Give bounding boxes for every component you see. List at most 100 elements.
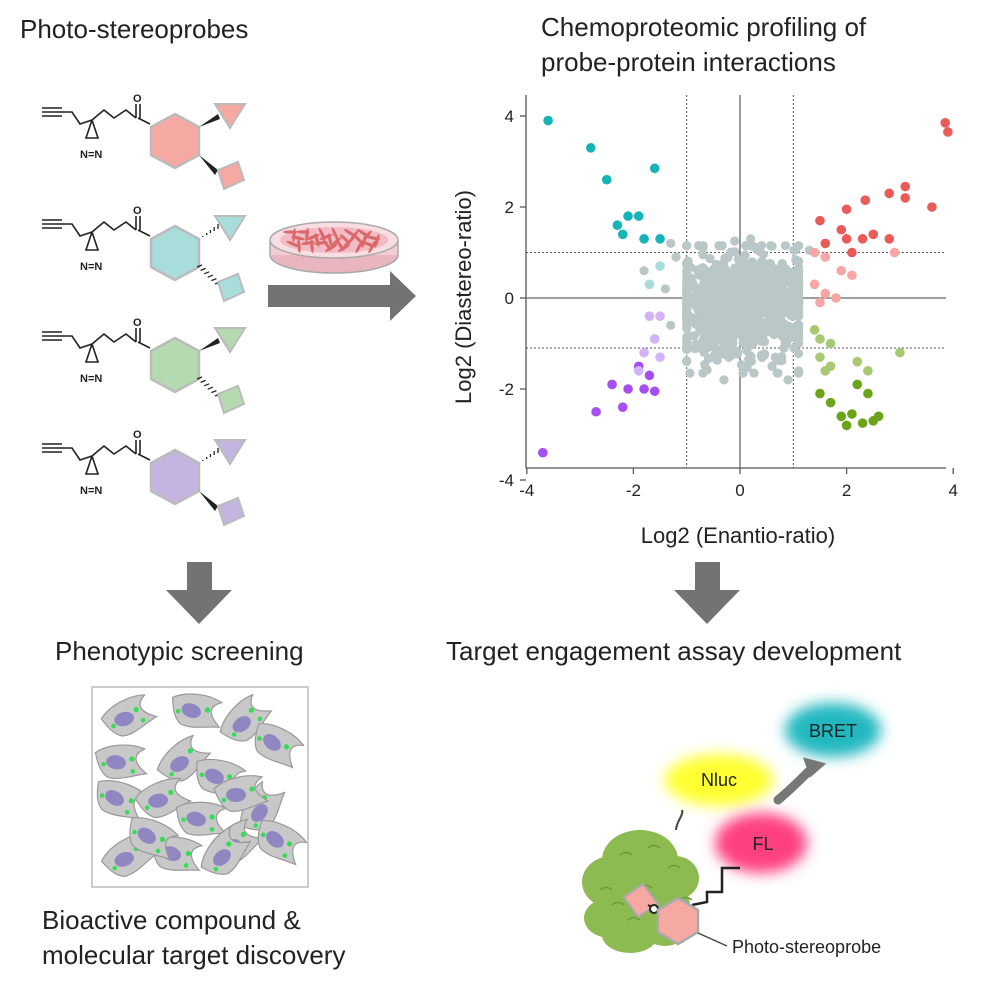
- probe-ring: [149, 224, 201, 282]
- bioactive-caption-line1: Bioactive compound &: [42, 905, 301, 935]
- gray-point: [725, 280, 735, 290]
- diazirine-label: N=N: [80, 261, 102, 273]
- gray-point: [748, 319, 758, 329]
- gray-point: [682, 295, 692, 305]
- cell: [257, 820, 308, 866]
- green-puncta: [187, 748, 193, 754]
- photo-stereoprobes-title: Photo-stereoprobes: [20, 14, 249, 44]
- point-teal: [585, 143, 596, 153]
- gray-point: [697, 314, 708, 324]
- gray-point: [794, 265, 804, 276]
- phenotypic-screening-title: Phenotypic screening: [55, 636, 304, 666]
- y-tick-label: -2: [499, 380, 514, 399]
- cell-nucleus: [226, 788, 246, 802]
- x-axis-label: Log2 (Enantio-ratio): [641, 523, 835, 548]
- green-puncta: [133, 707, 139, 713]
- cell: [200, 825, 252, 875]
- point-green: [863, 388, 873, 399]
- cell: [172, 693, 224, 728]
- cell: [213, 775, 270, 812]
- green-puncta: [185, 850, 191, 857]
- green-puncta: [240, 831, 246, 838]
- y-tick-label: 2: [505, 198, 514, 217]
- gray-point: [719, 257, 729, 268]
- gray-point: [791, 295, 801, 305]
- point-red: [927, 202, 937, 212]
- green-puncta: [111, 723, 116, 729]
- cell-nucleus: [181, 703, 201, 719]
- gray-point: [741, 241, 751, 251]
- point-teal: [649, 163, 660, 174]
- fl-linker: [691, 866, 740, 907]
- cell: [100, 694, 159, 737]
- cell-nucleus: [105, 790, 124, 806]
- gray-point: [730, 272, 740, 282]
- cell-nucleus: [232, 716, 251, 733]
- gray-point: [698, 263, 708, 273]
- point-red-light: [809, 247, 820, 258]
- green-puncta: [181, 817, 186, 823]
- point-teal: [543, 115, 553, 126]
- point-red: [900, 193, 911, 203]
- gray-point: [698, 243, 708, 253]
- point-teal-light: [655, 261, 665, 271]
- protein-texture: [647, 844, 661, 849]
- gray-point: [781, 264, 791, 274]
- point-teal: [639, 234, 649, 244]
- gray-point: [759, 350, 770, 360]
- green-puncta: [124, 809, 130, 815]
- cell-nucleus: [114, 711, 134, 727]
- gray-point: [780, 241, 791, 251]
- gray-point: [767, 289, 777, 300]
- cell-nucleus: [137, 827, 156, 844]
- gray-point: [717, 315, 727, 325]
- gray-point: [694, 270, 704, 280]
- point-green: [857, 418, 868, 428]
- gray-point: [794, 276, 804, 286]
- green-puncta: [286, 841, 293, 847]
- gray-point: [791, 255, 801, 265]
- gray-point: [707, 292, 717, 302]
- gray-point: [794, 311, 804, 321]
- gray-point: [774, 355, 784, 366]
- series-teal: [543, 115, 665, 244]
- probe-callout-line: [697, 932, 728, 947]
- gray-point: [750, 332, 760, 343]
- series-purple-light: [633, 311, 665, 376]
- y-tick-label: -4: [499, 471, 514, 490]
- x-tick-label: -4: [519, 481, 534, 500]
- gray-point: [698, 250, 708, 260]
- gray-point: [769, 299, 779, 309]
- gray-point: [666, 238, 676, 248]
- bret-glow: [785, 703, 881, 757]
- gray-point: [781, 339, 792, 349]
- chemoproteomic-title-line1: Chemoproteomic profiling of: [541, 12, 867, 42]
- gray-point: [690, 344, 700, 354]
- gray-point: [696, 344, 707, 354]
- gray-point: [765, 258, 776, 269]
- gray-point: [739, 288, 749, 299]
- y-tick-label: 4: [505, 107, 514, 126]
- protein-lobe: [651, 856, 699, 900]
- diazirine-label: N=N: [80, 373, 102, 385]
- point-purple: [591, 406, 601, 417]
- gray-point: [711, 353, 721, 363]
- green-puncta: [128, 798, 134, 804]
- point-green: [841, 420, 852, 431]
- gray-point: [688, 282, 699, 293]
- probe-structure-4: N=N O: [42, 429, 247, 527]
- non-significant-points: [639, 234, 814, 385]
- point-red: [841, 234, 852, 244]
- gray-point: [750, 272, 760, 282]
- gray-point: [750, 293, 760, 303]
- cell: [254, 723, 305, 769]
- cell-nucleus: [266, 831, 284, 848]
- bound-photo-stereoprobe: [622, 882, 700, 946]
- point-green-light: [809, 325, 820, 335]
- green-puncta: [283, 744, 290, 750]
- gray-point: [740, 339, 751, 349]
- gray-point: [756, 298, 766, 308]
